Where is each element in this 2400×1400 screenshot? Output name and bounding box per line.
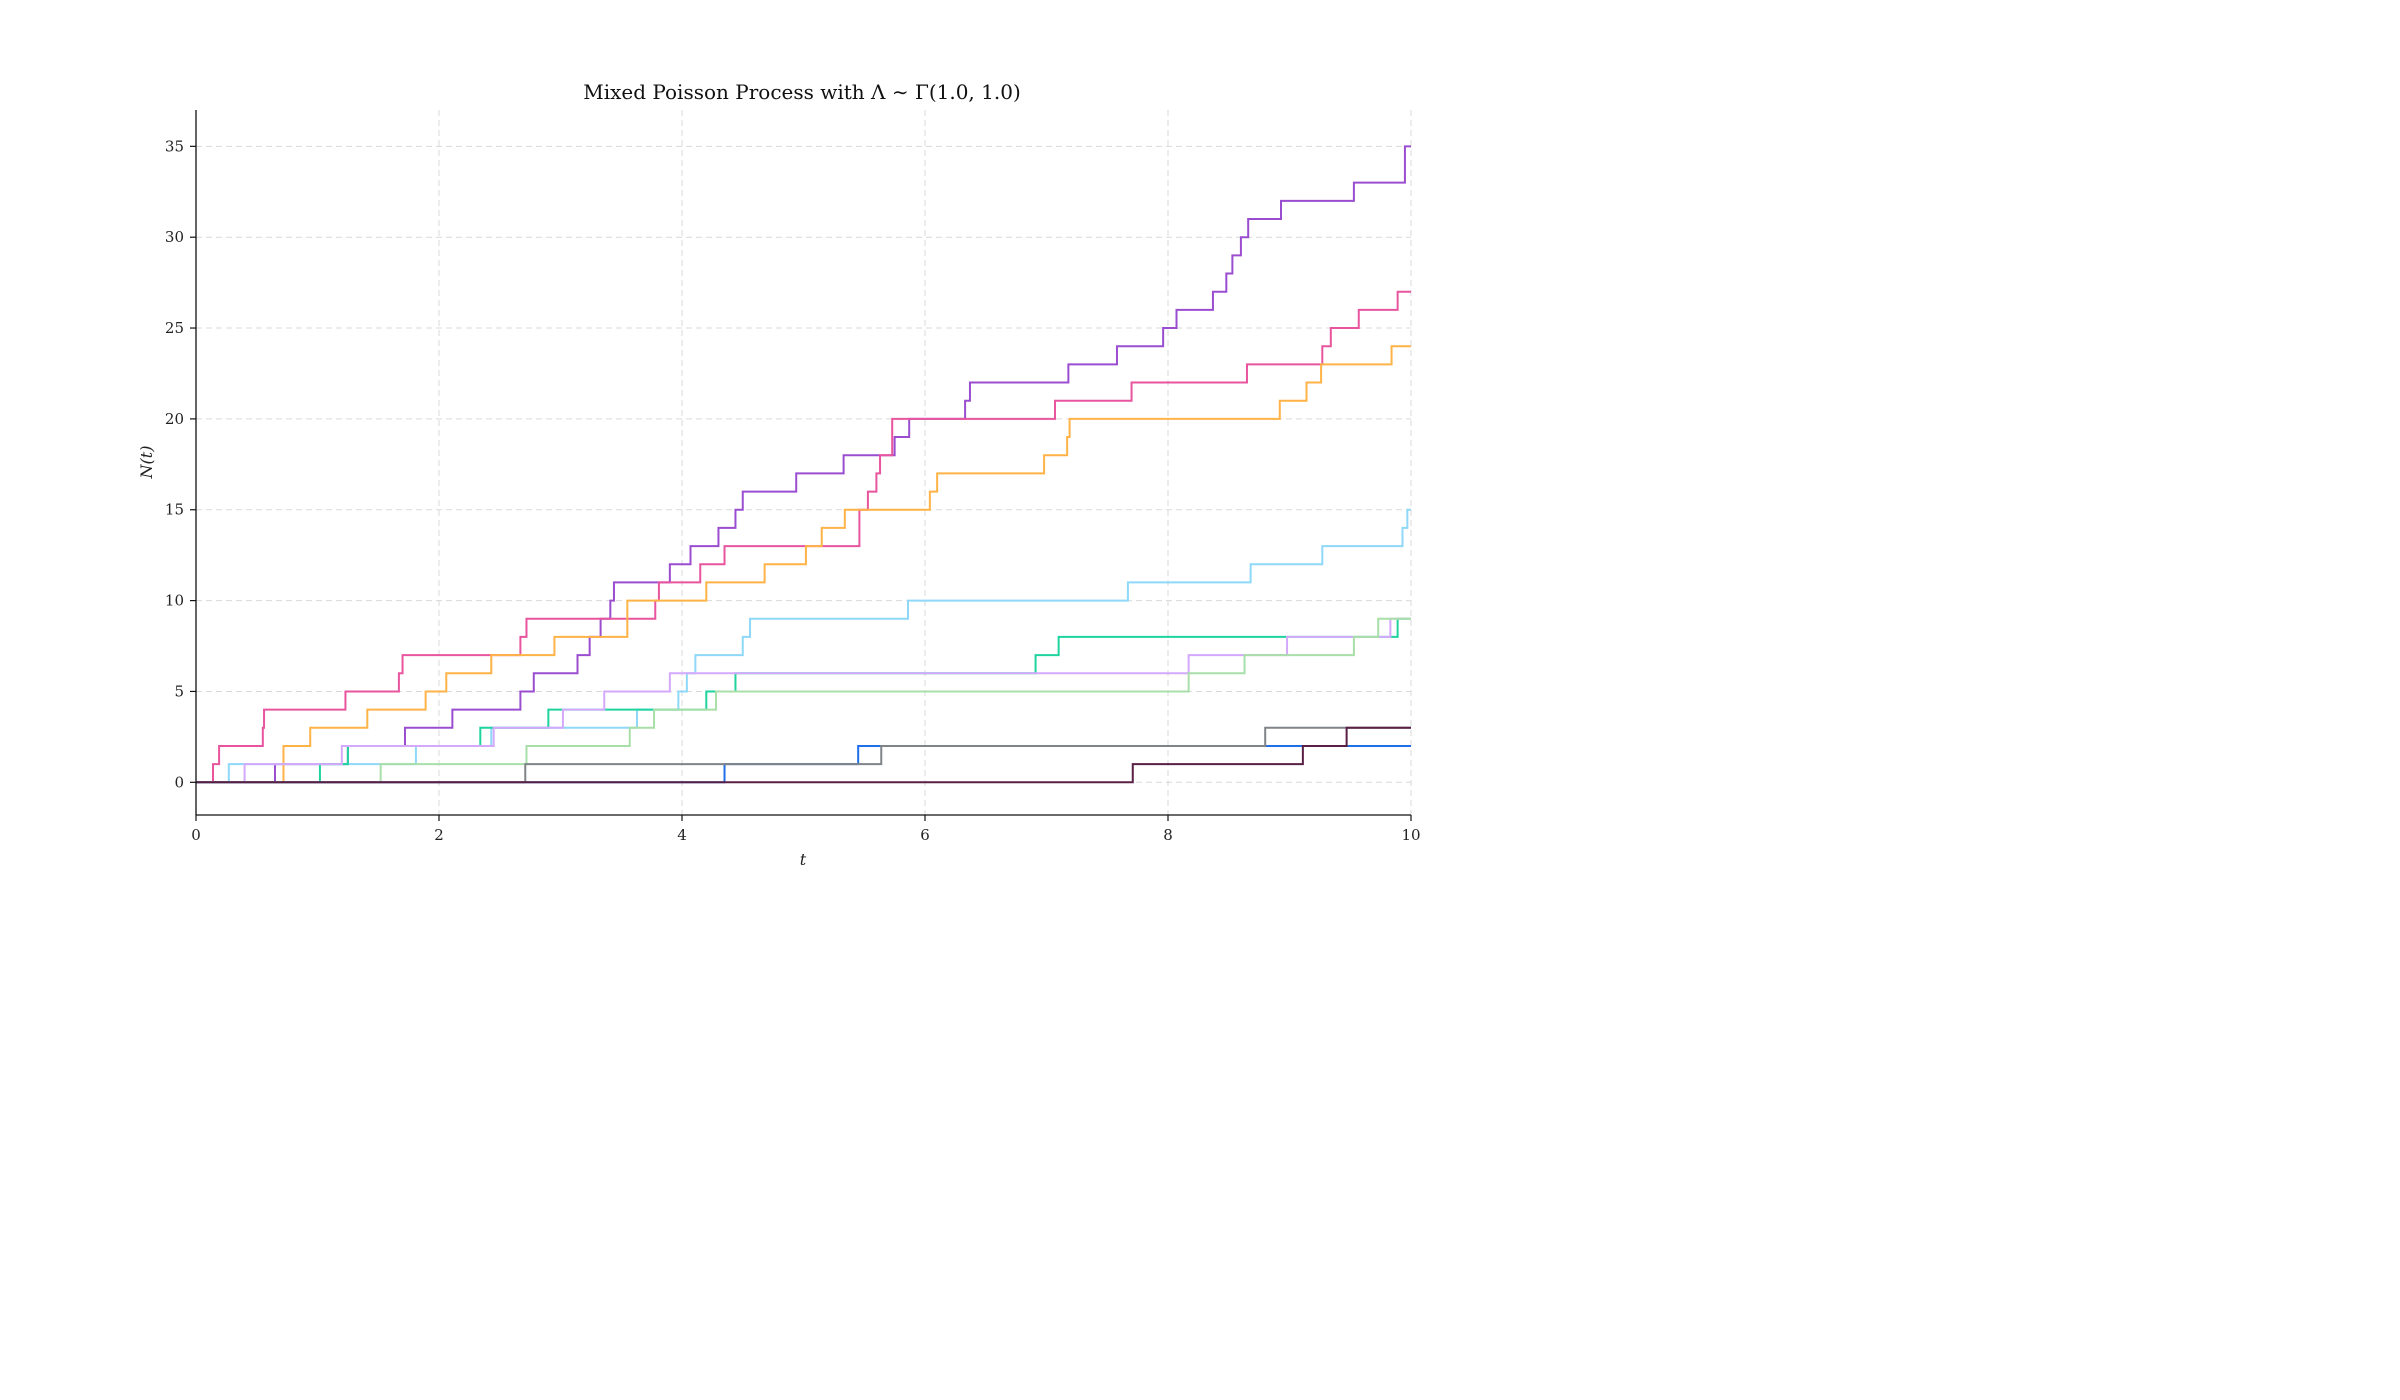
y-tick-label: 15	[165, 501, 184, 519]
x-tick-label: 0	[191, 826, 201, 844]
y-tick-label: 35	[165, 137, 184, 155]
series-line-5	[196, 617, 1411, 784]
series-line-1	[196, 145, 1411, 784]
x-tick-label: 8	[1163, 826, 1173, 844]
x-tick-label: 10	[1401, 826, 1420, 844]
series-line-7	[196, 617, 1411, 784]
x-tick-label: 4	[677, 826, 687, 844]
x-axis-label: t	[800, 850, 807, 869]
series-line-3	[196, 345, 1411, 784]
y-tick-label: 30	[165, 228, 184, 246]
y-tick-label: 0	[174, 773, 184, 791]
x-tick-label: 6	[920, 826, 930, 844]
y-tick-label: 20	[165, 410, 184, 428]
series-line-4	[196, 508, 1411, 784]
chart: 0 2 4 6 8 10 0 5 10 15 20 25 30 35 Mixed Poisson Proc…	[137, 80, 1421, 869]
series-line-6	[196, 617, 1411, 784]
series-line-2	[196, 290, 1411, 784]
y-tick-label: 25	[165, 319, 184, 337]
chart-title: Mixed Poisson Process with Λ ∼ Γ(1.0, 1.…	[583, 80, 1021, 104]
series-layer	[196, 145, 1411, 784]
x-tick-label: 2	[434, 826, 444, 844]
y-tick-label: 5	[174, 682, 184, 700]
ticks: 0 2 4 6 8 10 0 5 10 15 20 25 30 35	[165, 137, 1421, 844]
axes	[195, 110, 1411, 816]
y-axis-label: N(t)	[137, 446, 156, 480]
y-tick-label: 10	[165, 592, 184, 610]
series-line-10	[196, 726, 1411, 784]
series-line-9	[196, 726, 1411, 784]
